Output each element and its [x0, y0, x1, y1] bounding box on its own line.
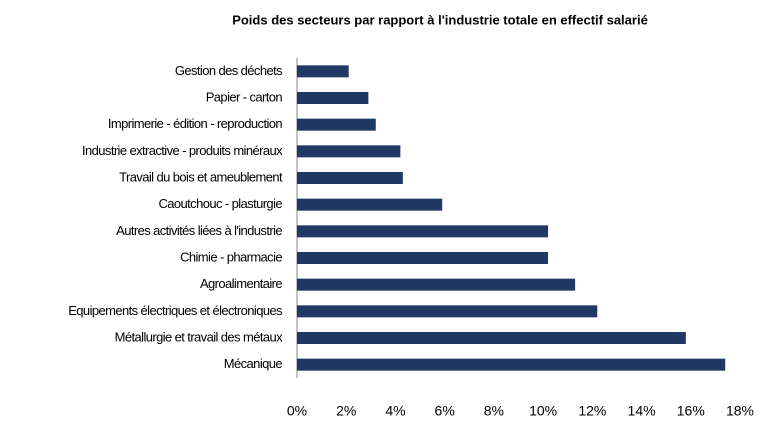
chart-title: Poids des secteurs par rapport à l'indus… [232, 12, 648, 27]
y-tick-label: Agroalimentaire [200, 276, 282, 291]
x-tick-label: 4% [385, 403, 405, 419]
y-tick-label: Chimie - pharmacie [180, 249, 282, 264]
x-tick-label: 12% [578, 403, 606, 419]
y-tick-label: Industrie extractive - produits minéraux [82, 143, 283, 158]
x-tick-label: 6% [435, 403, 455, 419]
y-tick-label: Equipements électriques et électroniques [68, 303, 283, 318]
x-tick-label: 10% [529, 403, 557, 419]
bar [297, 225, 549, 238]
bar [297, 198, 443, 211]
y-tick-label: Caoutchouc - plasturgie [158, 196, 282, 211]
bar [297, 332, 686, 344]
bar [297, 118, 376, 131]
x-tick-label: 8% [484, 403, 504, 419]
bar [297, 65, 349, 78]
bar [297, 278, 576, 291]
y-tick-label: Autres activités liées à l'industrie [116, 223, 282, 238]
y-tick-label: Travail du bois et ameublement [119, 169, 283, 184]
bar [297, 92, 369, 104]
x-tick-label: 2% [336, 403, 356, 419]
bar [297, 172, 403, 184]
bar [297, 145, 401, 158]
bar [297, 305, 598, 318]
y-tick-label: Papier - carton [206, 89, 283, 104]
x-tick-label: 0% [287, 403, 307, 419]
x-tick-label: 18% [726, 403, 754, 419]
bar [297, 358, 726, 371]
y-tick-label: Imprimerie - édition - reproduction [108, 116, 282, 131]
x-tick-label: 14% [628, 403, 656, 419]
y-tick-label: Gestion des déchets [175, 63, 283, 78]
y-tick-label: Mécanique [224, 356, 283, 371]
x-tick-label: 16% [677, 403, 705, 419]
y-tick-label: Métallurgie et travail des métaux [115, 329, 283, 344]
bar [297, 252, 549, 264]
